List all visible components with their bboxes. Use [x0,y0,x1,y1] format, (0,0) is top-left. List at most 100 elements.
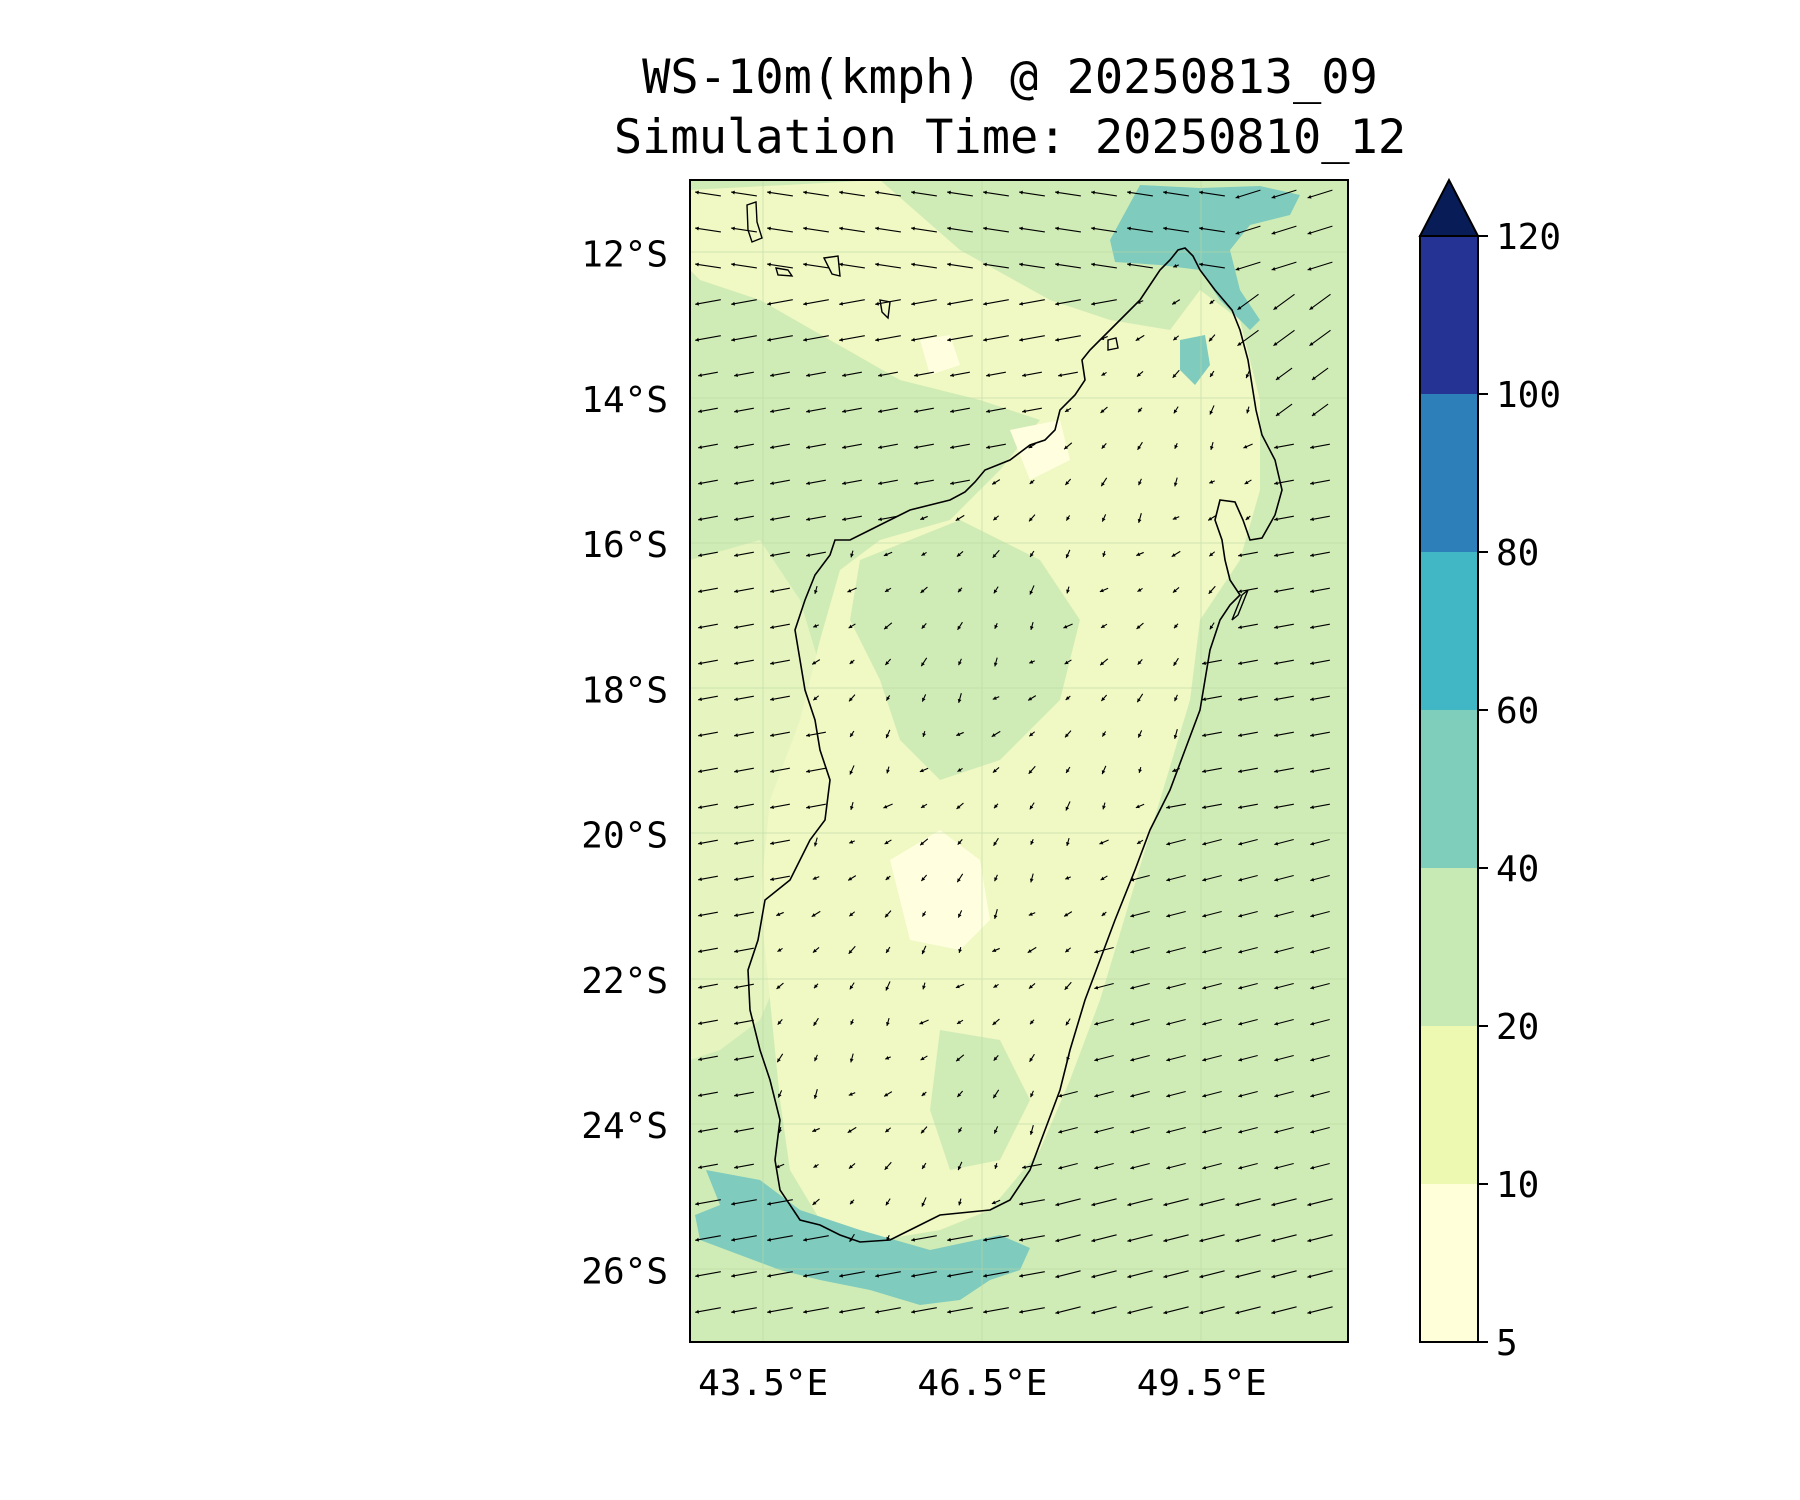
wind-arrow [878,371,898,378]
wind-arrow [993,983,999,989]
wind-arrow [1245,515,1251,521]
wind-arrow [1172,335,1180,341]
wind-arrow [1238,731,1258,738]
wind-arrow [1091,1270,1117,1279]
wind-arrow [1029,802,1035,810]
wind-arrow [921,1197,927,1207]
wind-arrow [955,983,965,989]
wind-arrow [776,982,784,990]
wind-arrow [1307,1198,1333,1207]
wind-arrow [1065,515,1071,521]
wind-arrow [1310,982,1330,990]
wind-arrow [1202,695,1222,702]
wind-arrow [914,443,934,450]
wind-arrow [947,1235,973,1242]
wind-arrow [885,729,891,739]
wind-arrow [1274,910,1294,918]
wind-arrow [770,407,790,414]
wind-arrow [1137,513,1142,523]
wind-arrow [993,657,998,667]
wind-arrow [1171,550,1181,558]
title-line-2: Simulation Time: 20250810_12 [613,110,1407,165]
wind-arrow [983,1235,1009,1242]
wind-arrow [1055,190,1081,197]
wind-arrow [1310,1162,1330,1170]
wind-arrow [695,1235,721,1242]
wind-arrow [1063,911,1073,917]
wind-arrow [698,983,718,990]
wind-arrow [842,443,862,450]
wind-arrow [1310,1018,1330,1026]
wind-arrow [1137,587,1143,593]
wind-arrow [921,945,927,955]
wind-arrow [1064,659,1072,665]
wind-arrow [698,1127,718,1134]
wind-arrow [806,767,826,774]
wind-arrow [956,873,964,883]
wind-arrow [1091,190,1117,197]
wind-arrow [1172,587,1180,593]
wind-arrow [1274,803,1294,810]
wind-arrow [1055,299,1081,306]
wind-arrow [992,1018,1000,1026]
wind-arrow [848,1163,856,1169]
wind-arrow [806,803,826,810]
wind-arrow [1208,551,1216,557]
wind-arrow [1163,1198,1189,1207]
wind-arrow [1099,587,1109,593]
colorbar-segment-10-20 [1420,1026,1478,1184]
wind-arrow [1274,1162,1294,1170]
wind-arrow [956,731,964,737]
wind-arrow [1130,1126,1150,1134]
wind-arrow [1030,621,1034,631]
wind-arrow [812,1198,820,1206]
wind-arrow [1271,1270,1297,1279]
wind-arrow [992,696,1000,700]
wind-arrow [1271,261,1297,271]
wind-arrow [1022,407,1042,414]
wind-arrow [957,1127,963,1133]
wind-arrow [1275,403,1293,417]
wind-arrow [1130,946,1150,954]
chart-title: WS-10m(kmph) @ 20250813_09 Simulation Ti… [560,48,1460,168]
wind-arrow [1100,694,1108,702]
wind-arrow [950,443,970,450]
wind-arrow [812,1127,820,1133]
wind-arrow [811,659,821,665]
wind-arrow [731,1199,757,1206]
wind-arrow [1064,981,1072,991]
wind-arrow [1307,1306,1333,1315]
wind-arrow [920,803,928,809]
wind-arrow [1309,293,1331,311]
lat-tick-label-3: 18°S [581,670,668,711]
wind-arrow [885,695,891,701]
wind-arrow [734,875,754,882]
wind-arrow [839,226,865,233]
wind-arrow [1202,874,1222,882]
wind-arrow [698,875,718,882]
wind-arrow [922,730,926,738]
wind-arrow [1274,1090,1294,1098]
wind-arrow [993,803,999,809]
wind-arrow [883,1091,893,1097]
wind-arrow [992,1089,1000,1099]
wind-arrow [1275,367,1293,381]
wind-arrow [848,911,856,917]
wind-arrow [1028,443,1036,449]
wind-arrow [1029,1053,1035,1063]
wind-arrow [698,1163,718,1170]
wind-arrow [1235,1306,1261,1315]
wind-arrow [911,262,937,269]
wind-arrow [956,802,964,810]
wind-arrow [1199,262,1225,269]
strong-wind-zone-northeast-inland [1180,335,1210,385]
wind-arrow [1135,334,1145,342]
wind-arrow [767,1307,793,1314]
wind-arrow [921,623,927,629]
wind-arrow [770,515,790,522]
colorbar-segment-80-100 [1420,394,1478,552]
wind-arrow [875,262,901,269]
wind-arrow [1274,982,1294,990]
wind-arrow [734,407,754,414]
wind-arrow [842,407,862,414]
